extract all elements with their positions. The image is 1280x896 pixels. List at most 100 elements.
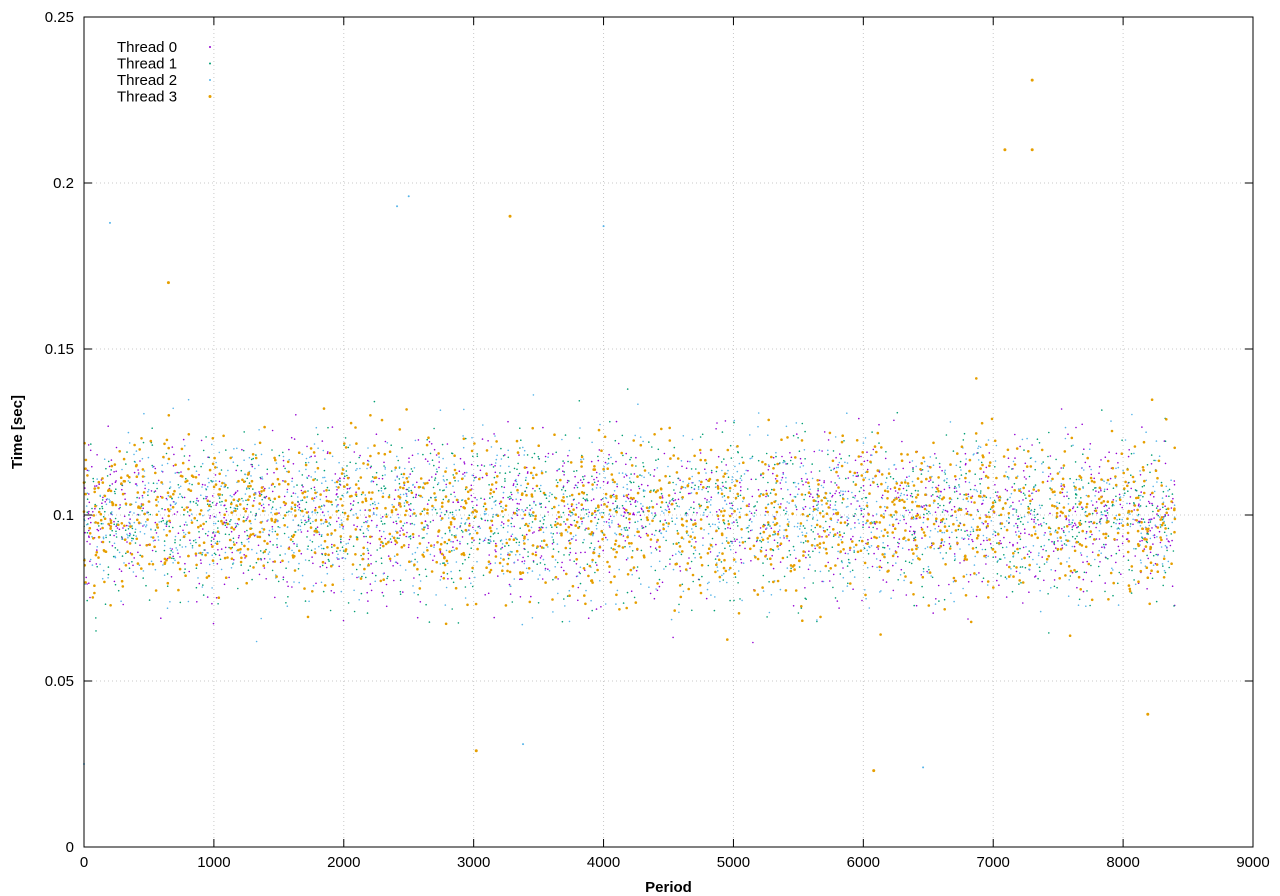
- data-point: [852, 535, 854, 538]
- data-point: [489, 535, 492, 538]
- data-point: [510, 493, 513, 496]
- data-point: [157, 536, 159, 538]
- data-point: [124, 492, 126, 495]
- data-point: [637, 520, 639, 523]
- data-point: [104, 510, 106, 513]
- data-point: [487, 542, 490, 544]
- data-point: [333, 591, 335, 594]
- data-point: [1114, 477, 1117, 480]
- data-point: [489, 497, 491, 499]
- data-point: [411, 470, 414, 473]
- data-point: [475, 476, 477, 479]
- data-point: [671, 554, 674, 557]
- data-point: [584, 499, 587, 502]
- data-point: [212, 522, 215, 525]
- data-point: [941, 531, 943, 534]
- data-point: [703, 529, 705, 531]
- data-point: [284, 553, 287, 555]
- data-point: [543, 519, 545, 521]
- data-point: [166, 585, 169, 587]
- data-point: [500, 458, 503, 460]
- data-point: [322, 547, 325, 550]
- data-point: [880, 566, 883, 569]
- data-point: [1048, 632, 1050, 634]
- data-point: [751, 521, 753, 523]
- data-point: [410, 489, 413, 492]
- data-point: [311, 497, 314, 500]
- data-point: [882, 515, 885, 519]
- data-point: [367, 491, 371, 494]
- data-point: [517, 492, 519, 494]
- data-point: [818, 449, 821, 452]
- data-point: [148, 562, 151, 566]
- data-point: [510, 522, 512, 525]
- data-point: [717, 518, 720, 520]
- data-point: [554, 559, 557, 561]
- data-point: [1084, 461, 1087, 464]
- data-point: [113, 523, 115, 526]
- data-point: [911, 509, 913, 511]
- data-point: [1081, 467, 1083, 469]
- data-point: [659, 529, 661, 531]
- data-point: [767, 434, 769, 437]
- data-point: [492, 466, 495, 468]
- data-point: [862, 485, 865, 487]
- data-point: [344, 437, 347, 439]
- data-point: [1120, 522, 1123, 524]
- data-point: [521, 534, 524, 537]
- data-point: [174, 559, 176, 562]
- data-point: [223, 513, 226, 516]
- data-point: [310, 549, 313, 552]
- data-point: [854, 495, 857, 497]
- data-point: [305, 468, 307, 471]
- data-point: [434, 477, 437, 479]
- data-point: [595, 524, 598, 527]
- data-point: [1148, 502, 1151, 505]
- data-point: [731, 502, 733, 505]
- data-point: [126, 541, 128, 543]
- data-point: [1019, 532, 1022, 535]
- data-point: [292, 540, 294, 543]
- data-point: [959, 562, 961, 564]
- data-point: [117, 520, 119, 523]
- data-point: [323, 504, 325, 506]
- data-point: [493, 540, 495, 542]
- data-point: [801, 619, 804, 622]
- data-point: [168, 525, 170, 528]
- data-point: [757, 459, 760, 462]
- data-point: [291, 586, 293, 588]
- data-point: [403, 483, 406, 486]
- data-point: [758, 494, 761, 498]
- data-point: [200, 562, 202, 564]
- data-point: [424, 568, 427, 571]
- data-point: [500, 539, 503, 541]
- data-point: [998, 514, 1000, 517]
- data-point: [179, 485, 182, 488]
- data-point: [989, 543, 992, 545]
- data-point: [263, 496, 266, 499]
- data-point: [1078, 531, 1080, 534]
- data-point: [786, 567, 789, 569]
- data-point: [1036, 438, 1039, 441]
- data-point: [292, 519, 295, 521]
- data-point: [748, 503, 750, 505]
- data-point: [906, 494, 908, 497]
- data-point: [854, 558, 857, 561]
- data-point: [1167, 527, 1170, 530]
- data-point: [1041, 556, 1043, 558]
- data-point: [577, 586, 580, 589]
- data-point: [301, 474, 304, 476]
- data-point: [781, 455, 783, 458]
- data-point: [1129, 496, 1132, 498]
- data-point: [634, 521, 636, 523]
- data-point: [1085, 605, 1087, 607]
- data-point: [792, 545, 795, 548]
- data-point: [1055, 505, 1058, 508]
- data-point: [1121, 506, 1123, 509]
- data-point: [942, 544, 945, 547]
- data-point: [356, 576, 358, 579]
- data-point: [651, 512, 653, 514]
- data-point: [915, 465, 917, 468]
- data-point: [327, 558, 330, 561]
- data-point: [251, 453, 255, 456]
